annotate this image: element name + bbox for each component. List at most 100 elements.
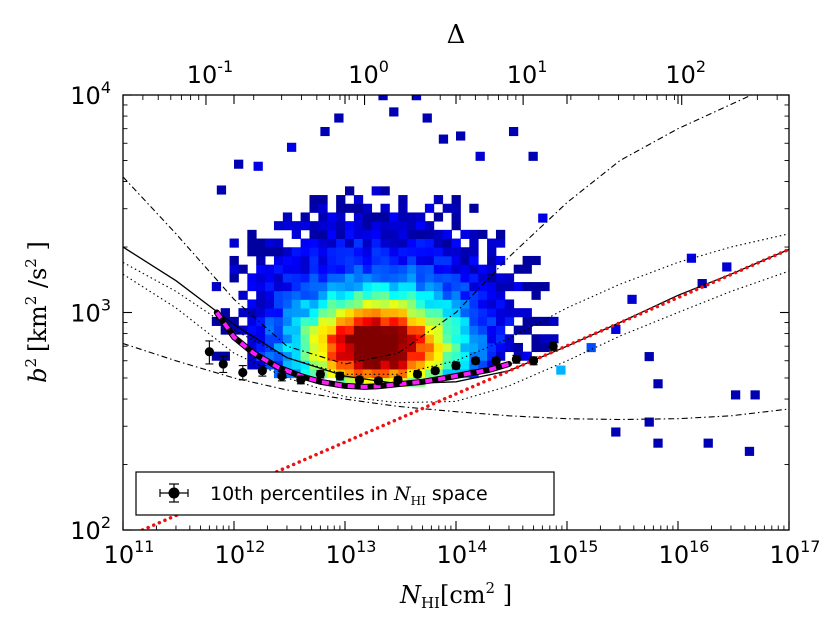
heatmap-cell: [353, 273, 364, 283]
heatmap-cell: [380, 221, 390, 231]
heatmap-cell: [309, 325, 319, 335]
percentile-point: [315, 369, 325, 379]
heatmap-cell: [318, 238, 328, 248]
heatmap-cell: [416, 360, 426, 370]
heatmap-cell: [487, 264, 497, 274]
heatmap-cell: [424, 290, 435, 300]
heatmap-cell: [380, 229, 390, 239]
heatmap-cell: [504, 316, 515, 326]
heatmap-cell: [309, 351, 319, 361]
heatmap-cell: [487, 290, 497, 300]
heatmap-cell: [424, 308, 435, 318]
heatmap-cell: [424, 342, 435, 353]
heatmap-cell: [549, 334, 559, 344]
percentile-points: [204, 340, 558, 386]
heatmap-cell: [380, 316, 390, 326]
heatmap-cell: [398, 316, 408, 326]
heatmap-cell: [327, 351, 337, 361]
legend-label: 10th percentiles in NHI space: [210, 483, 488, 508]
heatmap-cell: [362, 229, 373, 239]
heatmap-cell: [442, 255, 452, 266]
heatmap-cell: [353, 255, 364, 266]
heatmap-cell: [291, 334, 301, 344]
heatmap-cell: [327, 264, 337, 274]
heatmap-cell: [336, 273, 346, 283]
heatmap-cell: [380, 238, 390, 248]
heatmap-cell: [273, 342, 284, 353]
heatmap-cell: [336, 221, 346, 231]
heatmap-cell: [416, 316, 426, 326]
heatmap-cell: [442, 229, 452, 239]
heatmap-cell: [460, 299, 470, 309]
heatmap-cell: [433, 212, 444, 222]
heatmap-cell: [407, 308, 417, 318]
heatmap-cell: [286, 142, 297, 152]
heatmap-cell: [460, 351, 470, 361]
heatmap-cell: [371, 308, 381, 318]
heatmap-cell: [538, 213, 548, 223]
heatmap-cell: [528, 151, 538, 161]
heatmap-cell: [327, 316, 337, 326]
heatmap-cell: [389, 282, 399, 292]
heatmap-cell: [282, 255, 293, 266]
heatmap-cell: [327, 238, 337, 248]
heatmap-cell: [345, 247, 355, 257]
percentile-point: [373, 376, 384, 386]
heatmap-cell: [460, 229, 470, 239]
heatmap-cell: [300, 221, 310, 231]
heatmap-cell: [345, 360, 355, 370]
heatmap-cell: [495, 325, 506, 335]
heatmap-cell: [424, 360, 435, 370]
heatmap-cell: [371, 334, 381, 344]
heatmap-cell: [513, 282, 523, 292]
heatmap-cell: [398, 238, 408, 248]
heatmap-cell: [380, 342, 390, 353]
heatmap-cell: [291, 273, 301, 283]
heatmap-cell: [247, 342, 257, 353]
heatmap-cell: [353, 221, 364, 231]
heatmap-cell: [460, 290, 470, 300]
heatmap-cell: [291, 325, 301, 335]
heatmap-cell: [722, 262, 732, 272]
heatmap-cell: [750, 390, 760, 400]
heatmap-cell: [424, 325, 435, 335]
heatmap-cell: [265, 264, 275, 274]
heatmap-cell: [371, 247, 381, 257]
heatmap-cell: [478, 342, 488, 353]
heatmap-cell: [433, 273, 444, 283]
heatmap-cell: [238, 308, 248, 318]
heatmap-cell: [336, 212, 346, 222]
heatmap-cell: [309, 369, 319, 379]
heatmap-cell: [362, 325, 373, 335]
heatmap-cell: [611, 427, 621, 437]
heatmap-cell: [345, 308, 355, 318]
heatmap-cell: [265, 316, 275, 326]
heatmap-cell: [407, 212, 417, 222]
heatmap-cell: [273, 247, 284, 257]
heatmap-cell: [469, 308, 479, 318]
heatmap-cell: [487, 299, 497, 309]
heatmap-cell: [407, 221, 417, 231]
heatmap-cell: [644, 417, 654, 427]
heatmap-cell: [398, 290, 408, 300]
heatmap-cell: [407, 264, 417, 274]
heatmap-cell: [451, 290, 461, 300]
heatmap-cell: [256, 334, 266, 344]
heatmap-cell: [371, 316, 381, 326]
heatmap-cell: [389, 264, 399, 274]
percentile-point: [491, 356, 501, 366]
heatmap-cell: [291, 290, 301, 300]
heatmap-cell: [433, 351, 444, 361]
heatmap-cell: [300, 360, 310, 370]
heatmap-cell: [336, 334, 346, 344]
heatmap-cell: [229, 264, 239, 274]
heatmap-cell: [644, 352, 654, 362]
heatmap-cell: [487, 282, 497, 292]
heatmap-cell: [416, 282, 426, 292]
heatmap-cell: [336, 238, 346, 248]
heatmap-cell: [442, 325, 452, 335]
heatmap-cell: [300, 290, 310, 300]
heatmap-cell: [327, 221, 337, 231]
heatmap-cell: [309, 290, 319, 300]
heatmap-cell: [451, 247, 461, 257]
